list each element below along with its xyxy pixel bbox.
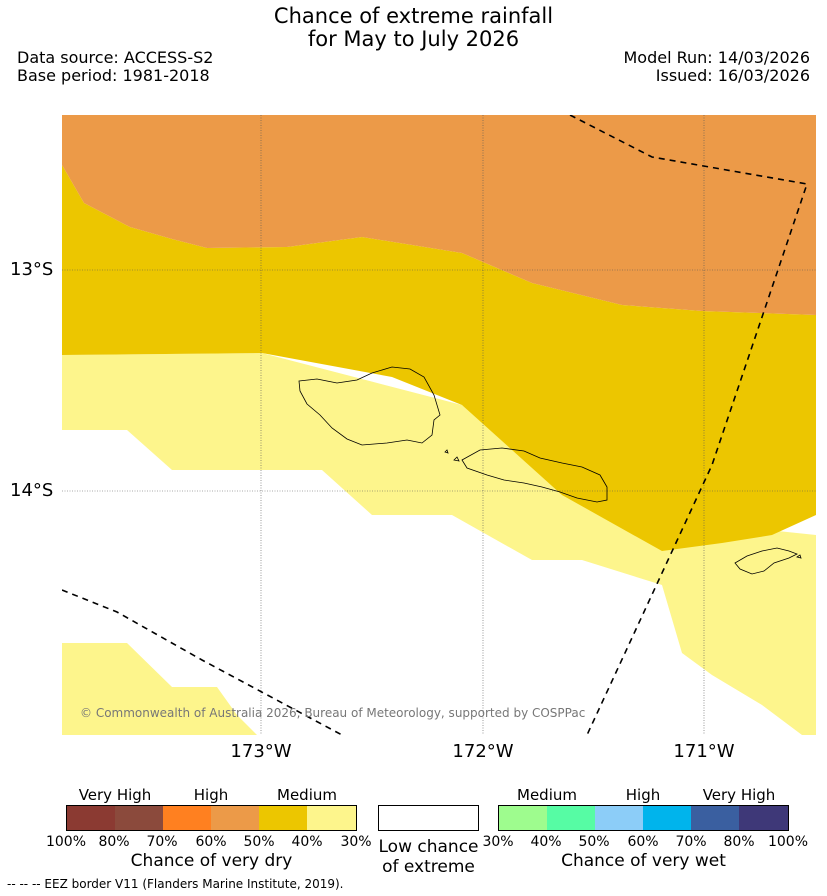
samoa-islands xyxy=(298,366,802,575)
tutuila-island xyxy=(734,547,798,575)
dry-category-medium: Medium xyxy=(277,786,337,804)
base-period: Base period: 1981-2018 xyxy=(17,66,210,85)
dry-tick: 50% xyxy=(243,834,275,850)
wet-tick: 50% xyxy=(578,834,610,850)
issued-date: Issued: 16/03/2026 xyxy=(655,66,810,85)
zone-medium-light-lower xyxy=(62,643,257,735)
rainfall-map xyxy=(62,115,816,735)
map-title-line2: for May to July 2026 xyxy=(307,27,520,51)
wet-swatch-4 xyxy=(643,806,692,830)
wet-tick: 60% xyxy=(627,834,659,850)
dry-swatch-3 xyxy=(163,806,212,830)
wet-tick: 30% xyxy=(482,834,514,850)
lon-label-173w: 173°W xyxy=(230,741,292,762)
wet-tick: 80% xyxy=(723,834,755,850)
eez-border xyxy=(62,115,809,735)
wet-swatch-6 xyxy=(739,806,788,830)
map-title-line1: Chance of extreme rainfall xyxy=(273,4,554,28)
dry-category-very-high: Very High xyxy=(78,786,152,804)
dry-swatch-1 xyxy=(67,806,116,830)
dry-tick: 80% xyxy=(98,834,130,850)
aunuu-island xyxy=(796,554,802,559)
wet-colorbar xyxy=(498,805,789,831)
data-source: Data source: ACCESS-S2 xyxy=(17,48,214,67)
zone-medium-light-upper xyxy=(62,353,816,735)
gridlines xyxy=(62,115,816,735)
lon-label-171w: 171°W xyxy=(673,741,735,762)
savaii-island xyxy=(298,366,441,446)
low-chance-caption-line1: Low chance xyxy=(378,837,479,857)
model-run: Model Run: 14/03/2026 xyxy=(623,48,811,67)
dry-tick: 100% xyxy=(45,834,87,850)
wet-swatch-2 xyxy=(547,806,596,830)
dry-swatch-6 xyxy=(307,806,356,830)
eez-footnote: -- -- -- EEZ border V11 (Flanders Marine… xyxy=(7,877,344,891)
upolu-island xyxy=(461,447,608,503)
lon-label-172w: 172°W xyxy=(452,741,514,762)
wet-swatch-5 xyxy=(691,806,740,830)
low-chance-swatch xyxy=(378,805,479,831)
low-chance-caption-line2: of extreme xyxy=(382,857,475,877)
wet-category-high: High xyxy=(625,786,661,804)
dry-tick: 60% xyxy=(195,834,227,850)
wet-caption: Chance of very wet xyxy=(561,851,726,871)
dry-tick: 40% xyxy=(291,834,323,850)
manono-island xyxy=(453,456,460,462)
dry-tick: 30% xyxy=(340,834,372,850)
lat-label-13s: 13°S xyxy=(10,259,54,280)
wet-swatch-1 xyxy=(499,806,548,830)
wet-category-medium: Medium xyxy=(517,786,577,804)
wet-swatch-3 xyxy=(595,806,644,830)
wet-category-very-high: Very High xyxy=(702,786,776,804)
zone-medium-dark xyxy=(62,165,816,551)
wet-tick: 70% xyxy=(675,834,707,850)
copyright-notice: © Commonwealth of Australia 2026, Bureau… xyxy=(80,706,586,720)
dry-category-high: High xyxy=(193,786,229,804)
lat-label-14s: 14°S xyxy=(10,480,54,501)
zone-high xyxy=(62,115,816,315)
dry-swatch-4 xyxy=(211,806,260,830)
dry-colorbar xyxy=(66,805,357,831)
apolima-island xyxy=(444,449,449,454)
wet-tick: 100% xyxy=(767,834,809,850)
dry-swatch-5 xyxy=(259,806,308,830)
dry-caption: Chance of very dry xyxy=(130,851,293,871)
wet-tick: 40% xyxy=(530,834,562,850)
dry-swatch-2 xyxy=(115,806,164,830)
dry-tick: 70% xyxy=(146,834,178,850)
